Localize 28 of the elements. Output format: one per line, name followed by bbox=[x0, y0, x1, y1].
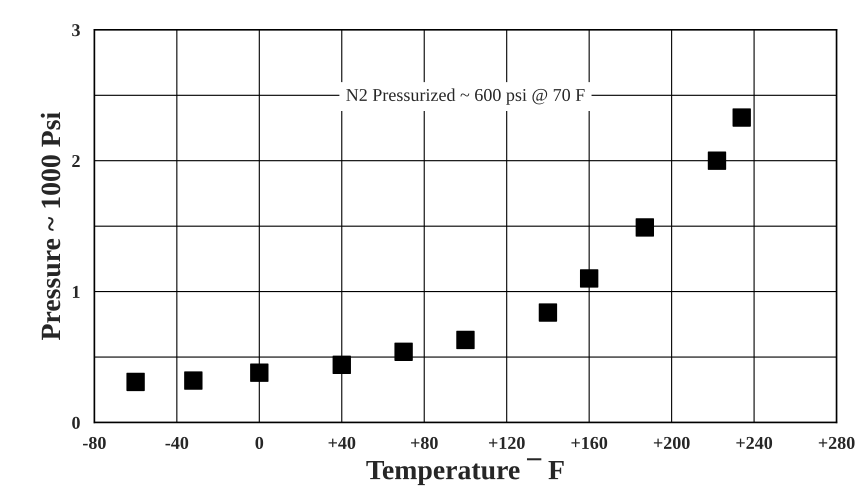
point bbox=[394, 342, 413, 361]
x-tick-label: +240 bbox=[736, 436, 772, 450]
point bbox=[636, 218, 654, 237]
point bbox=[456, 330, 475, 350]
x-axis-title: Temperature ¯ F bbox=[366, 458, 564, 486]
y-axis-title: Pressure ~ 1000 Psi bbox=[40, 112, 60, 340]
x-tick-label: +280 bbox=[818, 436, 855, 450]
x-tick-label: +160 bbox=[571, 436, 608, 450]
point bbox=[184, 371, 203, 390]
y-tick-label: 3 bbox=[72, 24, 80, 36]
y-tick-label: 2 bbox=[72, 155, 80, 167]
x-tick-label: -80 bbox=[83, 436, 106, 450]
point bbox=[126, 372, 145, 392]
point bbox=[580, 269, 598, 288]
point bbox=[332, 356, 351, 374]
x-tick-label: 0 bbox=[255, 436, 264, 450]
point bbox=[250, 364, 268, 382]
x-tick-label: +40 bbox=[328, 436, 356, 450]
annotation: N2 Pressurized ~ 600 psi @ 70 F bbox=[346, 88, 585, 105]
y-tick-label: 1 bbox=[72, 286, 80, 298]
x-tick-label: +80 bbox=[411, 436, 438, 450]
point bbox=[708, 152, 726, 170]
point bbox=[732, 108, 751, 127]
x-tick-label: -40 bbox=[165, 436, 188, 450]
point bbox=[538, 303, 558, 322]
x-tick-label: +120 bbox=[488, 436, 525, 450]
y-tick-label: 0 bbox=[72, 416, 80, 429]
x-tick-label: +200 bbox=[654, 436, 690, 450]
